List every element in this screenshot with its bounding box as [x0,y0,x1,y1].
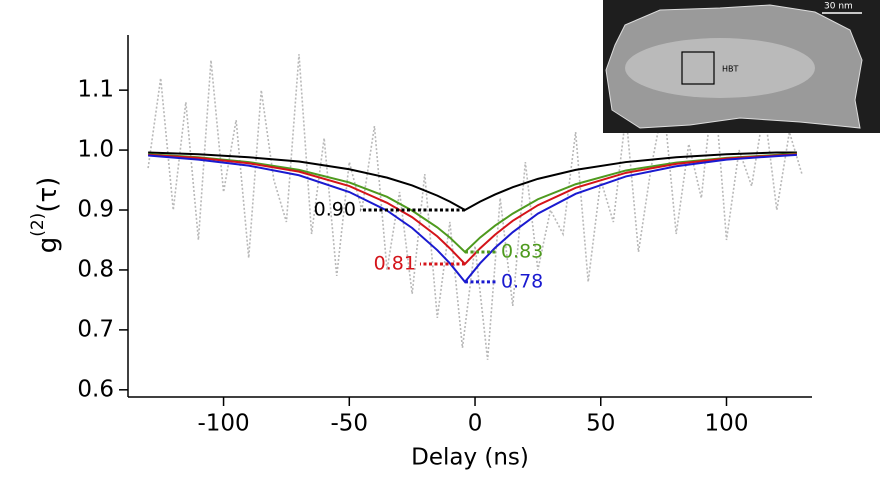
y-tick-label: 0.8 [77,256,114,282]
y-label-base: g [33,237,63,254]
plot-area: 0.6 0.7 0.8 0.9 1.0 1.1 -100 -50 0 50 100 0.90 0.83 0… [77,35,812,437]
inset-box [681,51,715,85]
inset-image: HBT 30 nm [603,0,880,133]
annotation-label: 0.83 [501,240,543,262]
x-tick-label: -50 [331,411,369,437]
annotation-label: 0.78 [501,270,543,292]
x-tick-label: 50 [586,411,615,437]
inset-highlight [625,38,815,98]
y-tick-label: 1.0 [77,137,114,163]
fit-curve [148,153,797,284]
y-axis-label: g(2)(τ) [28,177,63,254]
y-tick-label: 0.7 [77,316,114,342]
y-tick-label: 0.9 [77,197,114,223]
x-tick-label: -100 [197,411,249,437]
annotation-label: 0.90 [314,199,356,221]
y-tick-label: 0.6 [77,376,114,402]
x-axis-label: Delay (ns) [411,445,529,471]
fit-curve [148,151,797,212]
x-tick-label: 0 [468,411,483,437]
annotation-label: 0.81 [374,252,416,274]
y-tick-label: 1.1 [77,77,114,103]
y-label-sup: (2) [28,213,48,237]
y-label-rest: (τ) [33,177,63,213]
fit-curve [148,152,797,254]
x-tick-label: 100 [705,411,749,437]
inset-scale-label: 30 nm [824,2,853,12]
fit-curve [148,153,797,266]
inset-label: HBT [722,65,739,74]
